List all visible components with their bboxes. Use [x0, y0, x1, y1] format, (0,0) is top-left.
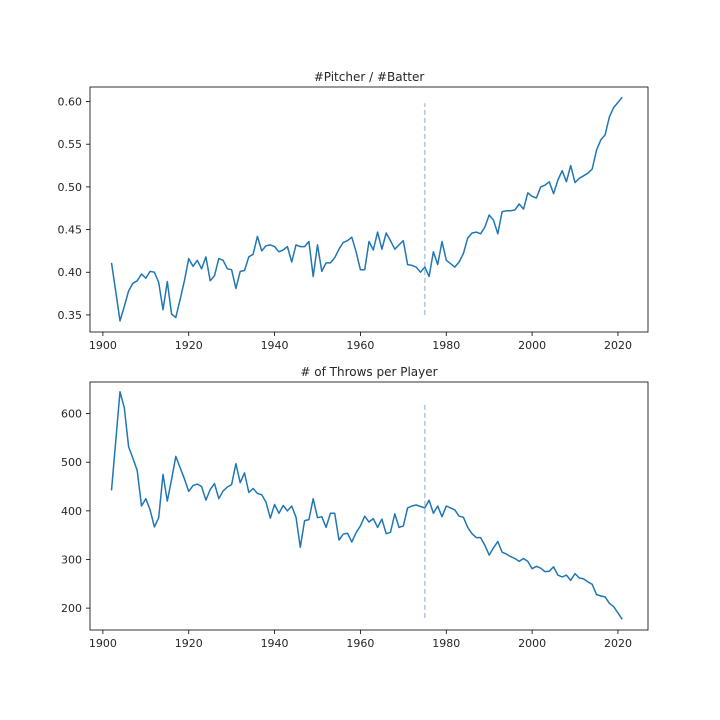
y-tick-label: 500	[61, 456, 82, 469]
y-tick-label: 0.35	[58, 309, 83, 322]
x-tick-label: 2020	[604, 637, 632, 650]
chart-title: # of Throws per Player	[300, 365, 437, 379]
x-tick-label: 1900	[89, 637, 117, 650]
y-tick-label: 0.50	[58, 181, 83, 194]
x-tick-label: 1940	[261, 339, 289, 352]
y-axis-ticks: 200 300 400 500 600	[61, 408, 90, 615]
axes-frame	[89, 381, 649, 631]
y-tick-label: 600	[61, 408, 82, 421]
axes-frame	[89, 86, 649, 333]
y-tick-label: 200	[61, 602, 82, 615]
y-tick-label: 0.55	[58, 138, 83, 151]
plot-area	[110, 96, 623, 322]
x-tick-label: 1980	[432, 637, 460, 650]
x-axis-ticks: 1900 1920 1940 1960 1980 2000 2020	[89, 630, 632, 650]
throws-per-player-chart: # of Throws per Player 1900 1920 1940 1960 1…	[61, 365, 649, 650]
x-axis-ticks: 1900 1920 1940 1960 1980 2000 2020	[89, 332, 632, 352]
y-axis-ticks: 0.35 0.40 0.45 0.50 0.55 0.60	[58, 96, 90, 322]
y-tick-label: 300	[61, 553, 82, 566]
x-tick-label: 2000	[518, 339, 546, 352]
y-tick-label: 400	[61, 505, 82, 518]
pitcher-batter-ratio-chart: #Pitcher / #Batter 1900 1920 1940 1960 1980 2…	[58, 70, 649, 352]
x-tick-label: 1920	[175, 637, 203, 650]
x-tick-label: 1980	[432, 339, 460, 352]
x-tick-label: 1960	[346, 637, 374, 650]
x-tick-label: 1960	[346, 339, 374, 352]
x-tick-label: 1920	[175, 339, 203, 352]
series-line	[110, 96, 623, 322]
x-tick-label: 1940	[261, 637, 289, 650]
y-tick-label: 0.45	[58, 224, 83, 237]
x-tick-label: 2020	[604, 339, 632, 352]
series-line	[110, 390, 623, 620]
chart-title: #Pitcher / #Batter	[314, 70, 425, 84]
plot-area	[110, 390, 623, 620]
y-tick-label: 0.40	[58, 266, 83, 279]
x-tick-label: 2000	[518, 637, 546, 650]
y-tick-label: 0.60	[58, 96, 83, 109]
x-tick-label: 1900	[89, 339, 117, 352]
